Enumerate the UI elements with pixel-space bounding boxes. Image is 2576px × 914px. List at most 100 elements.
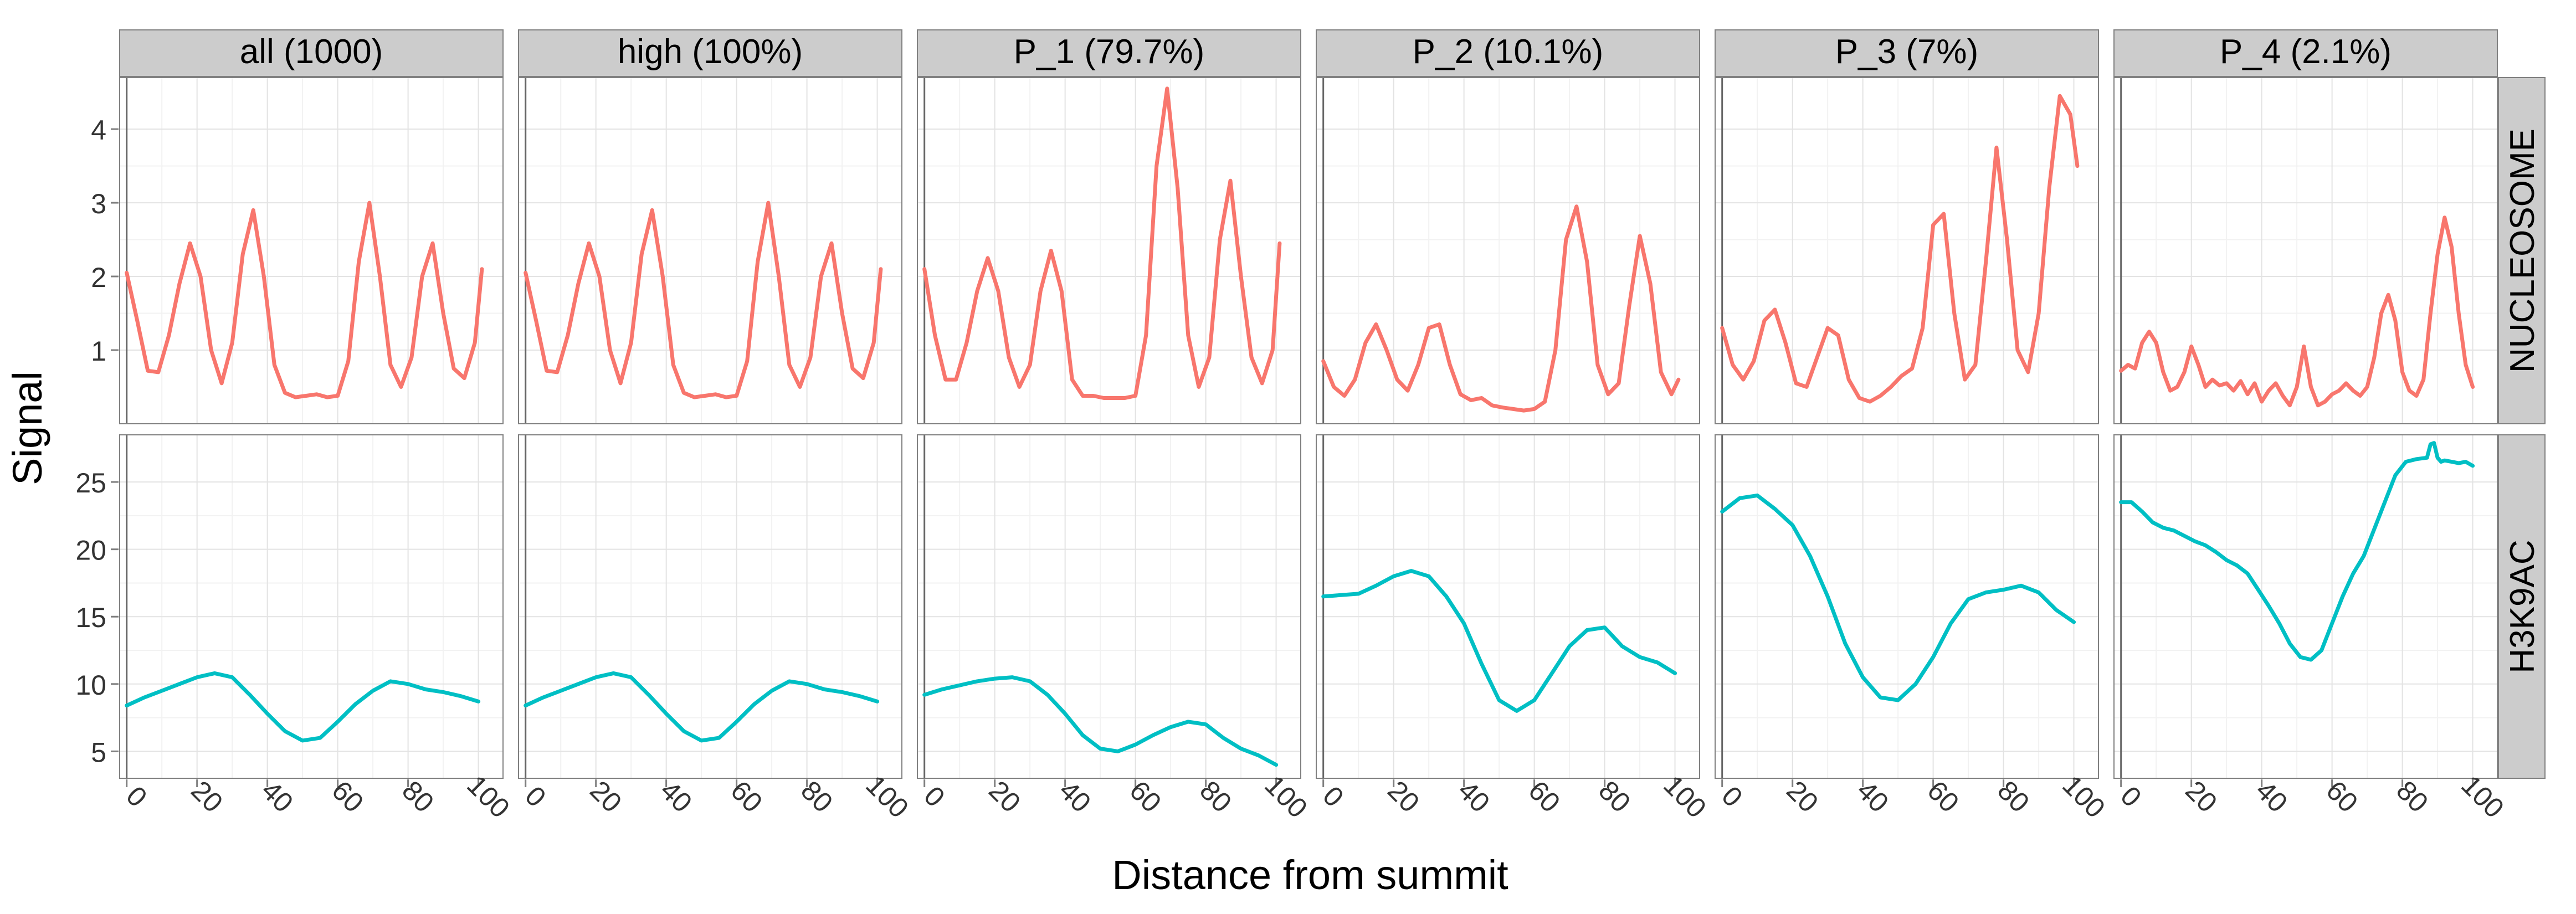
- panel-border: [917, 434, 1301, 779]
- panel: [119, 434, 504, 779]
- panel-background: [1316, 435, 1700, 778]
- panel: [917, 77, 1301, 424]
- facet-strip-label: P_3 (7%): [1835, 33, 1978, 71]
- x-tick-label: 40: [1851, 775, 1895, 819]
- panel-border: [917, 77, 1301, 424]
- y-axis-title: Signal: [4, 371, 50, 485]
- y-tick-label: 25: [75, 468, 106, 499]
- y-tick-label: 15: [75, 602, 106, 633]
- x-tick-label: 20: [1780, 775, 1824, 819]
- facet-strip-label: high (100%): [618, 33, 803, 71]
- series-line: [125, 201, 484, 399]
- panel-background: [519, 435, 902, 778]
- series-line: [922, 675, 1279, 767]
- x-tick-label: 20: [584, 775, 628, 819]
- y-tick-label: 3: [91, 188, 106, 219]
- panel-border: [119, 434, 504, 779]
- x-tick-label: 60: [1123, 775, 1167, 819]
- panel-background: [120, 78, 503, 424]
- panel-background: [519, 78, 902, 424]
- x-tick-label: 20: [1382, 775, 1425, 819]
- series-line: [524, 201, 883, 399]
- panel-border: [1715, 77, 2099, 424]
- x-tick-label: 60: [2320, 775, 2364, 819]
- x-tick-label: 40: [2250, 775, 2293, 819]
- x-tick-label: 80: [1194, 775, 1238, 819]
- facet-strip: [1715, 29, 2099, 77]
- facet-strip: [917, 29, 1301, 77]
- series-line: [1720, 493, 2076, 702]
- x-tick-label: 60: [725, 775, 768, 819]
- panel-border: [1715, 434, 2099, 779]
- x-tick-label: 40: [255, 775, 299, 819]
- y-tick-label: 5: [91, 737, 106, 768]
- x-tick-label: 80: [1992, 775, 2035, 819]
- panel: [2113, 77, 2498, 424]
- panel: [1316, 434, 1700, 779]
- x-tick-label: 40: [654, 775, 698, 819]
- x-tick-label: 40: [1452, 775, 1496, 819]
- panel: [119, 77, 504, 424]
- x-tick-label: 0: [519, 780, 552, 813]
- x-tick-label: 0: [2115, 780, 2147, 813]
- y-tick-label: 20: [75, 535, 106, 566]
- series-line: [1720, 94, 2080, 404]
- facet-strip-label: P_1 (79.7%): [1014, 33, 1205, 71]
- x-tick-label: 0: [120, 780, 153, 813]
- y-tick-label: 10: [75, 670, 106, 701]
- panel: [917, 434, 1301, 779]
- x-tick-label: 20: [983, 775, 1027, 819]
- facet-strip-label: all (1000): [240, 33, 383, 71]
- y-tick-label: 2: [91, 262, 106, 293]
- panel: [518, 77, 902, 424]
- y-tick-label: 1: [91, 336, 106, 367]
- x-tick-label: 80: [1593, 775, 1636, 819]
- x-axis-title: Distance from summit: [1112, 852, 1508, 898]
- panel: [1316, 77, 1700, 424]
- panel-border: [1316, 434, 1700, 779]
- x-tick-label: 60: [1522, 775, 1566, 819]
- series-line: [922, 86, 1282, 400]
- panel: [1715, 77, 2099, 424]
- facet-strip-label: P_2 (10.1%): [1413, 33, 1604, 71]
- facet-strip-label: P_4 (2.1%): [2220, 33, 2392, 71]
- x-tick-label: 20: [185, 775, 229, 819]
- y-tick-label: 4: [91, 115, 106, 146]
- x-tick-label: 80: [795, 775, 839, 819]
- x-tick-label: 0: [918, 780, 951, 813]
- facet-strip: [1316, 29, 1700, 77]
- x-tick-label: 80: [396, 775, 440, 819]
- row-strip: [2498, 434, 2546, 779]
- panel-border: [119, 77, 504, 424]
- series-line: [2119, 215, 2475, 408]
- x-tick-label: 0: [1716, 780, 1748, 813]
- panel-border: [2113, 434, 2498, 779]
- panel-background: [1715, 435, 2098, 778]
- panel-background: [120, 435, 503, 778]
- panel-border: [518, 434, 902, 779]
- facet-strip: [2113, 29, 2498, 77]
- row-strip-label: H3K9AC: [2503, 540, 2542, 673]
- panel: [1715, 434, 2099, 779]
- x-tick-label: 20: [2179, 775, 2223, 819]
- panel-background: [1715, 78, 2098, 424]
- x-tick-label: 60: [326, 775, 370, 819]
- series-line: [1321, 204, 1681, 413]
- x-tick-label: 40: [1053, 775, 1097, 819]
- panel: [2113, 434, 2498, 779]
- series-line: [2119, 441, 2475, 662]
- x-tick-label: 0: [1317, 780, 1349, 813]
- row-strip-label: NUCLEOSOME: [2503, 129, 2542, 373]
- panel-border: [518, 77, 902, 424]
- x-tick-label: 80: [2390, 775, 2434, 819]
- panel-background: [2114, 435, 2497, 778]
- panel-background: [917, 435, 1301, 778]
- row-strip: [2498, 77, 2546, 424]
- series-line: [1321, 569, 1677, 713]
- panel: [518, 434, 902, 779]
- series-line: [524, 671, 880, 743]
- series-line: [125, 671, 481, 743]
- panel-border: [1316, 77, 1700, 424]
- facet-strip: [518, 29, 902, 77]
